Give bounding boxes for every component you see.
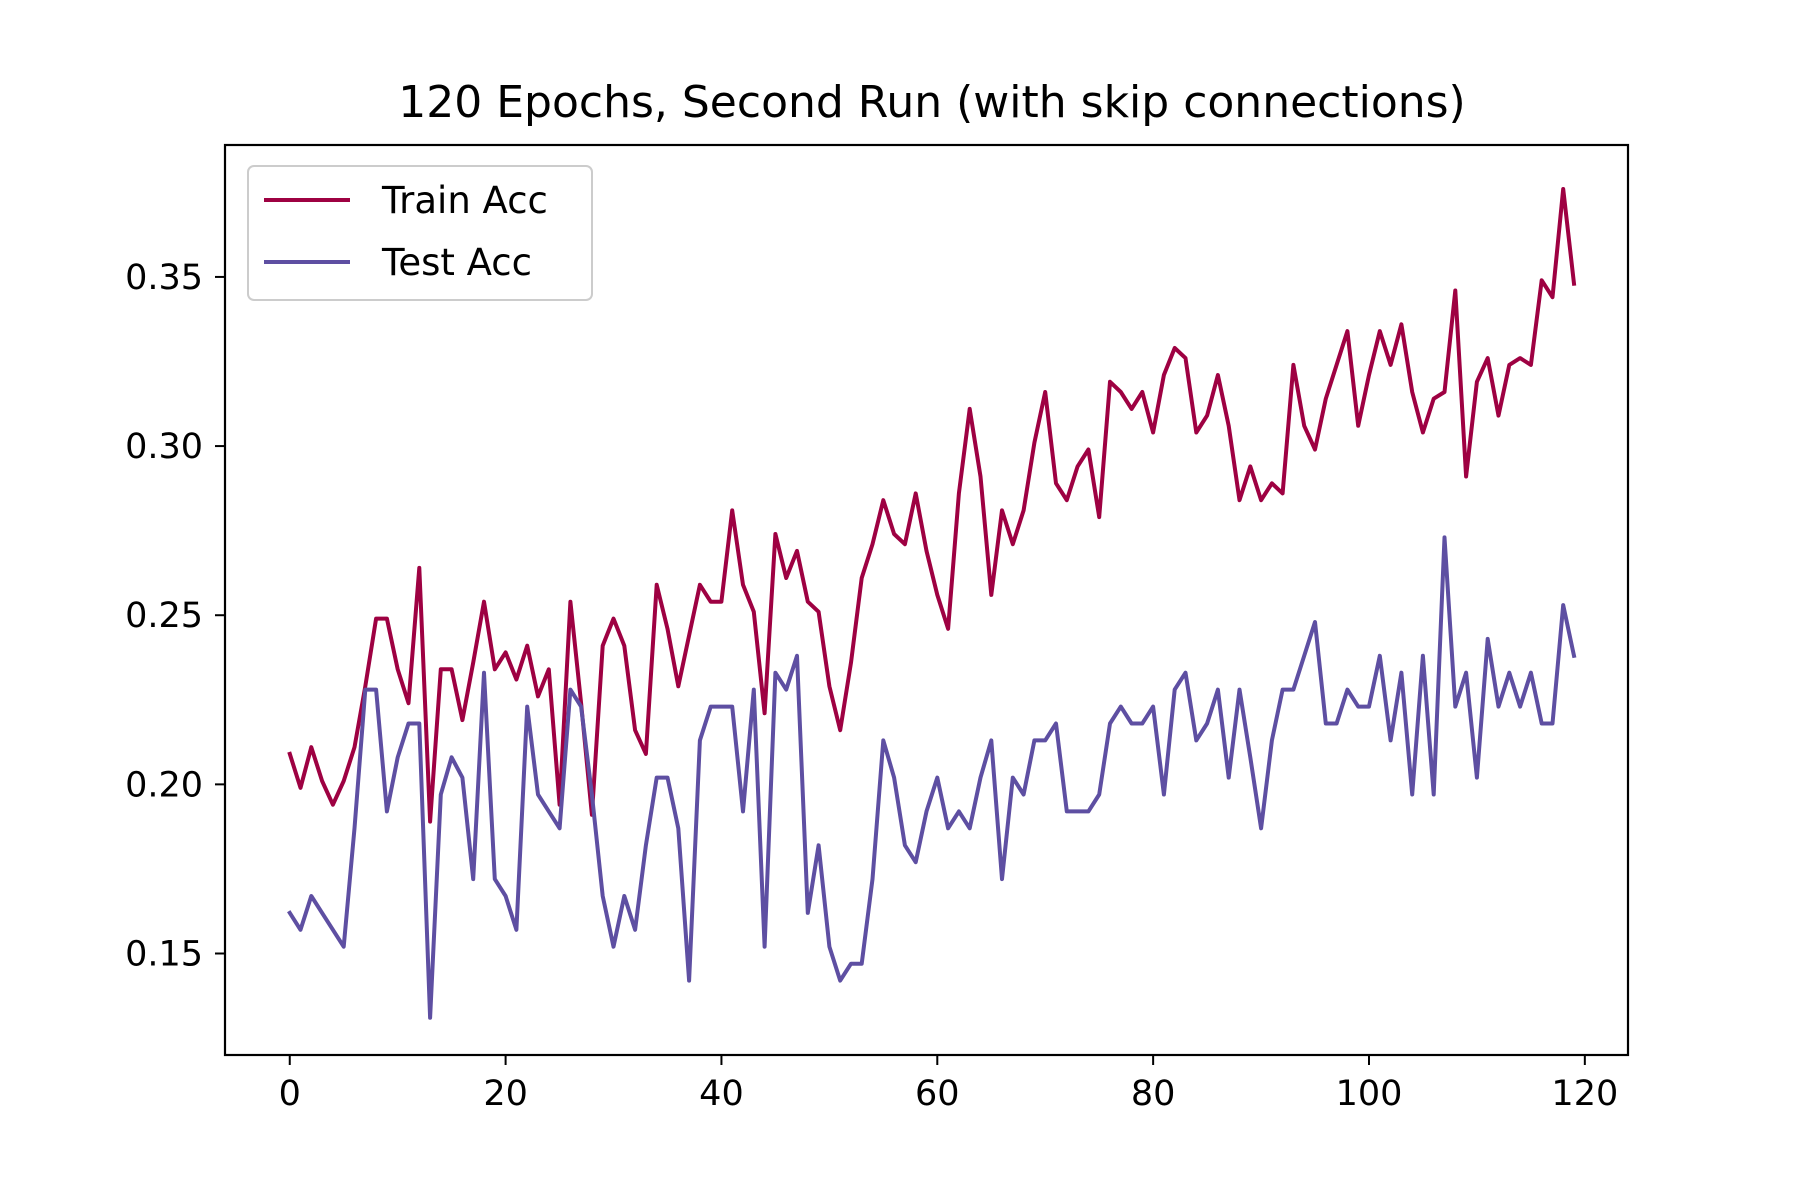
y-tick-label: 0.20: [125, 765, 203, 805]
series-line-test-acc: [287, 535, 1577, 1020]
y-tick-label: 0.25: [125, 596, 203, 636]
series-line-train-acc: [287, 187, 1577, 824]
legend-label-train-acc: Train Acc: [381, 179, 548, 222]
x-tick-label: 0: [279, 1074, 301, 1114]
axes-frame: [223, 143, 1630, 1057]
chart-title: 120 Epochs, Second Run (with skip connec…: [398, 77, 1465, 128]
axes: 0 20 40 60 80 100 120 0.15 0.20 0.25 0.30 0.35: [125, 143, 1630, 1114]
y-tick-label: 0.35: [125, 258, 203, 298]
x-tick-label: 60: [915, 1074, 960, 1114]
x-tick-label: 100: [1336, 1074, 1403, 1114]
legend: Train Acc Test Acc: [247, 165, 593, 301]
y-tick-label: 0.15: [125, 935, 203, 975]
x-tick-label: 20: [483, 1074, 528, 1114]
plot-area: [287, 187, 1577, 1020]
y-tick-label: 0.30: [125, 427, 203, 467]
x-tick-label: 120: [1551, 1074, 1618, 1114]
legend-label-test-acc: Test Acc: [381, 241, 532, 284]
x-tick-label: 80: [1131, 1074, 1176, 1114]
x-tick-label: 40: [699, 1074, 744, 1114]
